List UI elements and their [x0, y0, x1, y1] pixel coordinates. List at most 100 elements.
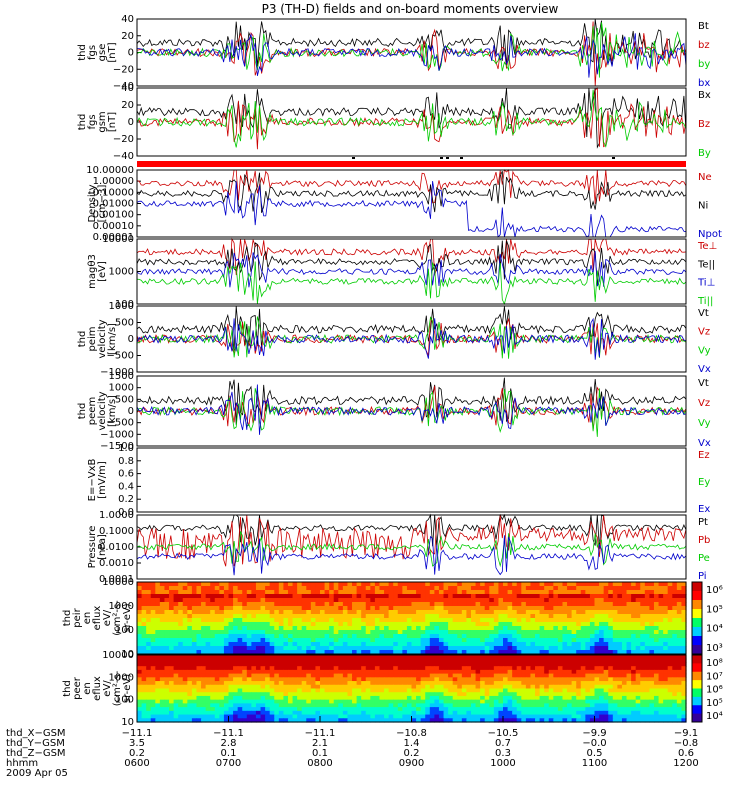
- heatmap-cell: [612, 630, 618, 635]
- heatmap-cell: [178, 703, 184, 708]
- heatmap-cell: [219, 634, 225, 639]
- heatmap-cell: [347, 634, 353, 639]
- heatmap-cell: [365, 714, 371, 719]
- heatmap-cell: [320, 673, 326, 678]
- heatmap-cell: [544, 638, 550, 643]
- heatmap-cell: [681, 630, 687, 635]
- heatmap-cell: [159, 688, 166, 693]
- heatmap-cell: [544, 606, 550, 611]
- heatmap-cell: [233, 688, 239, 693]
- heatmap-cell: [397, 602, 403, 607]
- heatmap-cell: [631, 586, 637, 591]
- heatmap-cell: [489, 642, 495, 647]
- heatmap-cell: [173, 666, 179, 671]
- heatmap-cell: [498, 614, 504, 619]
- heatmap-cell: [233, 662, 239, 667]
- heatmap-cell: [443, 669, 449, 675]
- heatmap-cell: [329, 638, 335, 643]
- heatmap-cell: [589, 666, 596, 671]
- heatmap-cell: [438, 626, 445, 631]
- heatmap-cell: [402, 638, 408, 643]
- heatmap-cell: [640, 673, 646, 678]
- heatmap-cell: [237, 688, 243, 693]
- heatmap-cell: [525, 594, 532, 599]
- heatmap-cell: [260, 669, 266, 675]
- legend-label: Vz: [698, 398, 710, 409]
- heatmap-cell: [681, 638, 687, 643]
- heatmap-cell: [187, 594, 193, 599]
- heatmap-cell: [242, 684, 248, 690]
- heatmap-cell: [525, 634, 532, 639]
- heatmap-cell: [429, 718, 435, 723]
- heatmap-cell: [210, 594, 216, 599]
- heatmap-cell: [507, 594, 513, 599]
- heatmap-cell: [589, 606, 596, 611]
- heatmap-cell: [159, 634, 166, 639]
- heatmap-cell: [347, 618, 353, 623]
- heatmap-cell: [576, 610, 582, 615]
- heatmap-cell: [287, 681, 294, 686]
- heatmap-cell: [672, 650, 678, 655]
- heatmap-cell: [603, 638, 609, 643]
- colorbar-segment: [692, 609, 702, 619]
- heatmap-cell: [242, 638, 248, 643]
- heatmap-cell: [434, 606, 440, 611]
- y-tick-label: 1500: [109, 371, 134, 382]
- heatmap-cell: [567, 586, 573, 591]
- heatmap-cell: [246, 646, 252, 651]
- heatmap-cell: [512, 642, 518, 647]
- heatmap-cell: [525, 710, 532, 716]
- heatmap-cell: [594, 602, 600, 607]
- heatmap-cell: [265, 688, 271, 693]
- heatmap-cell: [626, 650, 632, 655]
- heatmap-cell: [402, 590, 408, 595]
- heatmap-cell: [599, 634, 605, 639]
- heatmap-cell: [342, 646, 349, 651]
- heatmap-cell: [589, 669, 596, 675]
- heatmap-cell: [274, 626, 280, 631]
- heatmap-cell: [493, 634, 500, 639]
- heatmap-cell: [214, 590, 220, 595]
- heatmap-cell: [352, 718, 358, 723]
- heatmap-cell: [283, 666, 289, 671]
- heatmap-cell: [388, 642, 394, 647]
- heatmap-cell: [672, 602, 678, 607]
- heatmap-cell: [676, 707, 683, 712]
- heatmap-cell: [191, 586, 198, 591]
- heatmap-cell: [516, 598, 522, 603]
- heatmap-cell: [452, 586, 458, 591]
- heatmap-cell: [182, 634, 188, 639]
- heatmap-cell: [191, 602, 198, 607]
- heatmap-cell: [269, 586, 275, 591]
- heatmap-cell: [681, 718, 687, 723]
- heatmap-cell: [576, 666, 582, 671]
- x-tick-label: −11.1: [122, 728, 153, 739]
- heatmap-cell: [493, 688, 500, 693]
- heatmap-cell: [292, 586, 298, 591]
- heatmap-cell: [617, 699, 623, 704]
- heatmap-cell: [196, 614, 202, 619]
- heatmap-cell: [246, 642, 252, 647]
- heatmap-cell: [292, 707, 298, 712]
- heatmap-cell: [173, 602, 179, 607]
- heatmap-cell: [269, 684, 275, 690]
- heatmap-cell: [580, 594, 586, 599]
- heatmap-cell: [521, 602, 527, 607]
- heatmap-cell: [631, 662, 637, 667]
- heatmap-cell: [292, 695, 298, 701]
- heatmap-cell: [585, 622, 591, 627]
- heatmap-cell: [255, 586, 262, 591]
- heatmap-cell: [178, 602, 184, 607]
- heatmap-cell: [663, 684, 669, 690]
- heatmap-cell: [223, 598, 230, 603]
- heatmap-cell: [406, 666, 413, 671]
- heatmap-cell: [164, 618, 170, 623]
- heatmap-cell: [429, 586, 435, 591]
- heatmap-cell: [173, 590, 179, 595]
- heatmap-cell: [457, 590, 463, 595]
- heatmap-cell: [205, 626, 211, 631]
- heatmap-cell: [429, 714, 435, 719]
- heatmap-cell: [535, 618, 541, 623]
- heatmap-cell: [653, 650, 660, 655]
- heatmap-cell: [187, 630, 193, 635]
